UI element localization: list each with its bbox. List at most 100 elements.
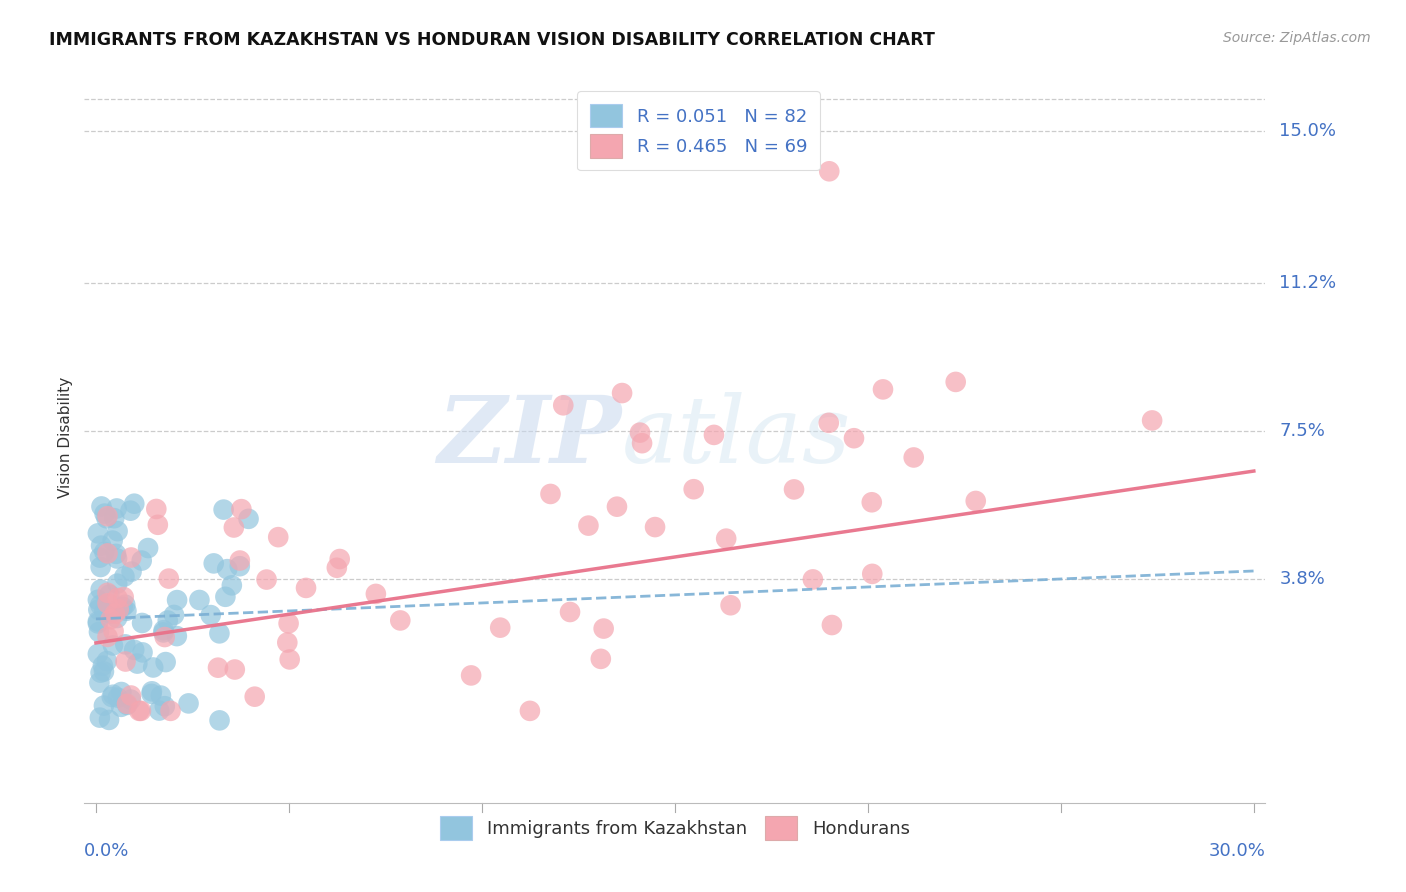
Point	[243, 690, 266, 704]
Point	[105, 551, 128, 566]
Point	[148, 704, 170, 718]
Point	[152, 625, 174, 640]
Point	[326, 560, 349, 574]
Point	[489, 621, 512, 635]
Point	[703, 428, 725, 442]
Point	[221, 578, 243, 592]
Point	[90, 582, 112, 597]
Point	[540, 487, 562, 501]
Point	[389, 614, 412, 628]
Point	[121, 565, 143, 579]
Point	[163, 607, 186, 622]
Text: ZIP: ZIP	[437, 392, 621, 482]
Point	[103, 624, 125, 639]
Point	[238, 512, 260, 526]
Point	[90, 500, 112, 514]
Point	[105, 576, 128, 591]
Point	[112, 590, 135, 604]
Point	[783, 483, 806, 497]
Point	[128, 704, 150, 718]
Point	[101, 688, 124, 702]
Point	[903, 450, 925, 465]
Point	[93, 665, 115, 679]
Point	[104, 547, 127, 561]
Point	[87, 603, 110, 617]
Point	[105, 501, 128, 516]
Point	[87, 647, 110, 661]
Point	[208, 714, 231, 728]
Point	[91, 658, 114, 673]
Point	[177, 697, 200, 711]
Point	[96, 596, 118, 610]
Point	[860, 495, 883, 509]
Point	[872, 383, 894, 397]
Point	[519, 704, 541, 718]
Point	[131, 615, 153, 630]
Point	[87, 616, 110, 631]
Point	[107, 524, 129, 538]
Point	[115, 604, 138, 618]
Point	[107, 591, 129, 606]
Point	[945, 375, 967, 389]
Point	[90, 539, 112, 553]
Point	[207, 661, 229, 675]
Point	[120, 692, 142, 706]
Point	[98, 713, 121, 727]
Point	[131, 553, 153, 567]
Point	[93, 545, 115, 559]
Point	[146, 517, 169, 532]
Point	[145, 502, 167, 516]
Point	[110, 699, 132, 714]
Point	[111, 599, 134, 614]
Point	[166, 593, 188, 607]
Point	[818, 164, 841, 178]
Point	[578, 518, 600, 533]
Y-axis label: Vision Disability: Vision Disability	[58, 376, 73, 498]
Point	[214, 590, 236, 604]
Point	[277, 616, 299, 631]
Point	[100, 612, 122, 626]
Point	[124, 497, 146, 511]
Point	[166, 629, 188, 643]
Point	[212, 502, 235, 516]
Point	[222, 520, 245, 534]
Point	[101, 639, 124, 653]
Point	[208, 626, 231, 640]
Point	[98, 607, 121, 621]
Text: 7.5%: 7.5%	[1279, 422, 1326, 440]
Point	[129, 704, 152, 718]
Point	[142, 660, 165, 674]
Point	[229, 559, 252, 574]
Point	[558, 605, 581, 619]
Text: 3.8%: 3.8%	[1279, 570, 1324, 588]
Point	[801, 573, 824, 587]
Point	[93, 507, 115, 521]
Point	[98, 588, 121, 602]
Point	[90, 560, 112, 574]
Point	[115, 698, 138, 712]
Point	[1140, 413, 1163, 427]
Text: Source: ZipAtlas.com: Source: ZipAtlas.com	[1223, 31, 1371, 45]
Point	[120, 550, 142, 565]
Point	[592, 622, 614, 636]
Point	[153, 630, 176, 644]
Point	[87, 625, 110, 640]
Point	[202, 557, 225, 571]
Point	[96, 546, 118, 560]
Point	[89, 550, 111, 565]
Point	[120, 689, 142, 703]
Point	[149, 689, 172, 703]
Point	[114, 569, 136, 583]
Point	[131, 645, 153, 659]
Point	[720, 599, 742, 613]
Point	[156, 614, 179, 628]
Point	[101, 533, 124, 548]
Point	[153, 699, 176, 714]
Point	[104, 607, 127, 621]
Point	[136, 541, 159, 555]
Point	[87, 526, 110, 541]
Point	[682, 482, 704, 496]
Point	[96, 509, 118, 524]
Point	[141, 687, 163, 701]
Point	[87, 592, 110, 607]
